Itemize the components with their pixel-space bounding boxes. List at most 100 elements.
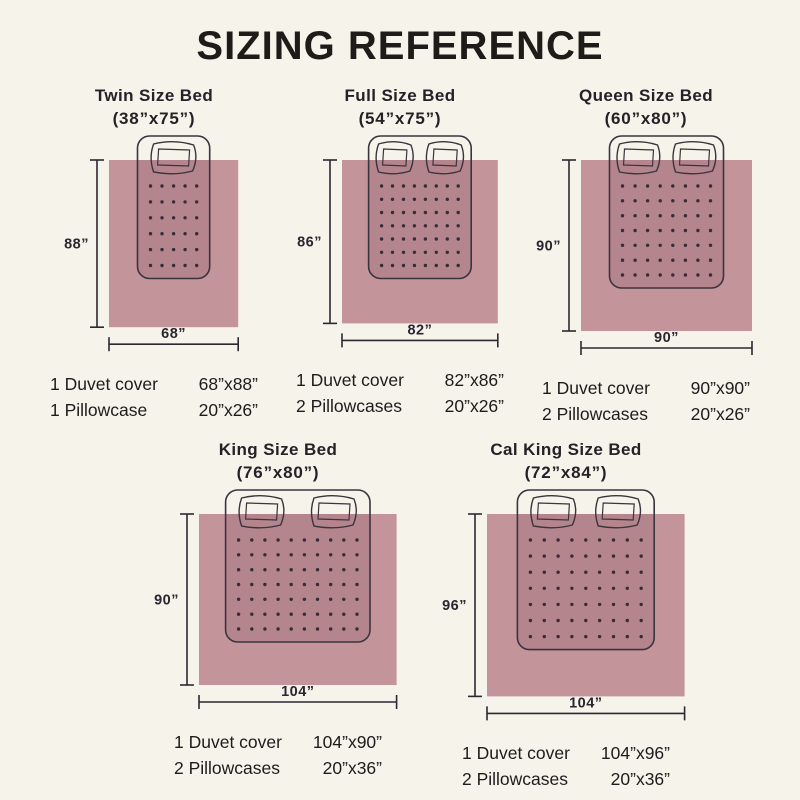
item-row: 1 Duvet cover 68”x88”: [50, 371, 258, 397]
bed-diagram-svg: 86” 82”: [297, 135, 499, 348]
item-size: 90”x90”: [690, 378, 750, 398]
bed-items: 1 Duvet cover 68”x88” 1 Pillowcase 20”x26”: [50, 371, 258, 423]
dot-grid: [379, 184, 460, 268]
item-size: 20”x36”: [322, 758, 382, 778]
bed-overlap-shade: [137, 159, 211, 279]
pillow-inner-line: [432, 148, 458, 167]
pillow-inner-line: [245, 502, 279, 521]
height-dimension: [90, 159, 105, 328]
item-label: 1 Duvet cover: [542, 378, 650, 398]
bed-diagram-svg: 90” 90”: [536, 135, 753, 355]
bed-size: (38”x75”): [112, 109, 196, 128]
item-row: 2 Pillowcases 20”x36”: [462, 766, 670, 792]
width-dimension: [341, 333, 499, 348]
item-label: 1 Duvet cover: [174, 732, 282, 752]
bed-diagram: 96” 104”: [437, 487, 695, 732]
pillow-icon: [375, 141, 414, 175]
pillow-outline: [310, 495, 358, 529]
item-row: 2 Pillowcases 20”x36”: [174, 755, 382, 781]
pillow-outline: [238, 495, 285, 529]
pillow-outline: [595, 495, 642, 529]
bed-items: 1 Duvet cover 82”x86” 2 Pillowcases 20”x26”: [296, 367, 504, 419]
pillow-icon: [425, 141, 465, 175]
bed-items: 1 Duvet cover 104”x96” 2 Pillowcases 20”x36…: [462, 740, 670, 792]
item-row: 2 Pillowcases 20”x26”: [296, 393, 504, 419]
pillow-inner-line: [157, 148, 191, 167]
dot-grid: [149, 184, 199, 268]
height-dimension-label: 88”: [65, 237, 90, 253]
item-size: 104”x90”: [312, 732, 382, 752]
width-dimension-label: 82”: [408, 322, 433, 338]
dot-grid: [528, 538, 644, 639]
bed-size: (76”x80”): [236, 463, 320, 482]
duvet-rect: [109, 159, 239, 328]
pillow-inner-line: [622, 148, 654, 167]
height-dimension-label: 96”: [442, 598, 467, 614]
duvet-rect: [199, 514, 397, 685]
bed-overlap-shade: [609, 160, 723, 288]
bed-name: Queen Size Bed: [578, 86, 714, 105]
item-size: 68”x88”: [198, 374, 258, 395]
bed-diagram: 86” 82”: [292, 133, 508, 359]
width-dimension: [579, 341, 753, 355]
height-dimension-label: 86”: [297, 235, 322, 251]
height-dimension: [180, 513, 195, 686]
bed-name: Full Size Bed: [344, 86, 456, 105]
pillow-icon: [150, 141, 197, 175]
width-dimension-label: 104”: [281, 684, 314, 700]
height-dimension: [561, 159, 576, 332]
pillow-icon: [615, 141, 660, 175]
pillow-outline: [671, 141, 716, 175]
item-size: 20”x26”: [690, 404, 750, 424]
item-row: 1 Pillowcase 20”x26”: [50, 397, 258, 423]
bed-items: 1 Duvet cover 104”x90” 2 Pillowcases 20”x36…: [174, 729, 382, 781]
pillow-outline: [150, 141, 197, 175]
item-label: 1 Duvet cover: [462, 743, 570, 764]
bed-diagram: 88” 68”: [59, 133, 248, 363]
bed-overlap-shade: [517, 513, 655, 650]
width-dimension-label: 68”: [162, 326, 187, 342]
bed-overlap-shade: [368, 159, 472, 279]
pillow-icon: [671, 141, 716, 175]
pillow-inner-line: [536, 502, 571, 521]
width-dimension: [198, 694, 398, 709]
height-dimension: [323, 159, 338, 325]
bed-size: (72”x84”): [524, 463, 608, 482]
bed-name: Cal King Size Bed: [490, 440, 642, 459]
bed-outline: [516, 489, 656, 651]
bed-card-queen-size-bed: Queen Size Bed (60”x80”) 90” 90” 1 Duvet …: [529, 85, 763, 427]
bed-diagram: 90” 104”: [149, 487, 407, 721]
item-label: 2 Pillowcases: [174, 758, 281, 778]
width-dimension: [486, 706, 686, 721]
item-label: 1 Pillowcase: [50, 400, 148, 421]
width-dimension: [108, 337, 240, 352]
bed-card-cal-king-size-bed: Cal King Size Bed (72”x84”) 96” 104” 1 Du…: [437, 439, 695, 792]
pillow-icon: [595, 495, 642, 529]
bed-card-twin-size-bed: Twin Size Bed (38”x75”) 88” 68” 1 Duvet c…: [37, 85, 271, 423]
pillow-inner-line: [601, 502, 636, 521]
item-size: 104”x96”: [600, 743, 670, 764]
height-dimension: [468, 513, 483, 698]
item-label: 2 Pillowcases: [296, 396, 403, 417]
pillow-outline: [530, 495, 577, 529]
pillow-inner-line: [382, 148, 408, 167]
bed-row-bottom: King Size Bed (76”x80”) 90” 104” 1 Duvet …: [22, 439, 800, 792]
bed-outline: [367, 135, 473, 280]
dot-grid: [620, 184, 712, 277]
item-size: 20”x36”: [610, 769, 670, 790]
item-label: 1 Duvet cover: [50, 374, 158, 395]
item-size: 82”x86”: [444, 370, 504, 391]
bed-overlap-shade: [225, 514, 371, 642]
height-dimension-label: 90”: [536, 239, 561, 255]
bed-name: Twin Size Bed: [94, 86, 214, 105]
bed-outline: [225, 489, 371, 643]
pillow-icon: [238, 495, 285, 529]
pillow-outline: [615, 141, 660, 175]
width-dimension-label: 90”: [654, 330, 679, 346]
item-row: 1 Duvet cover 90”x90”: [542, 375, 750, 401]
height-dimension-label: 90”: [154, 593, 179, 609]
item-size: 20”x26”: [198, 400, 258, 421]
pillow-inner-line: [317, 502, 351, 521]
bed-size: (54”x75”): [358, 109, 442, 128]
